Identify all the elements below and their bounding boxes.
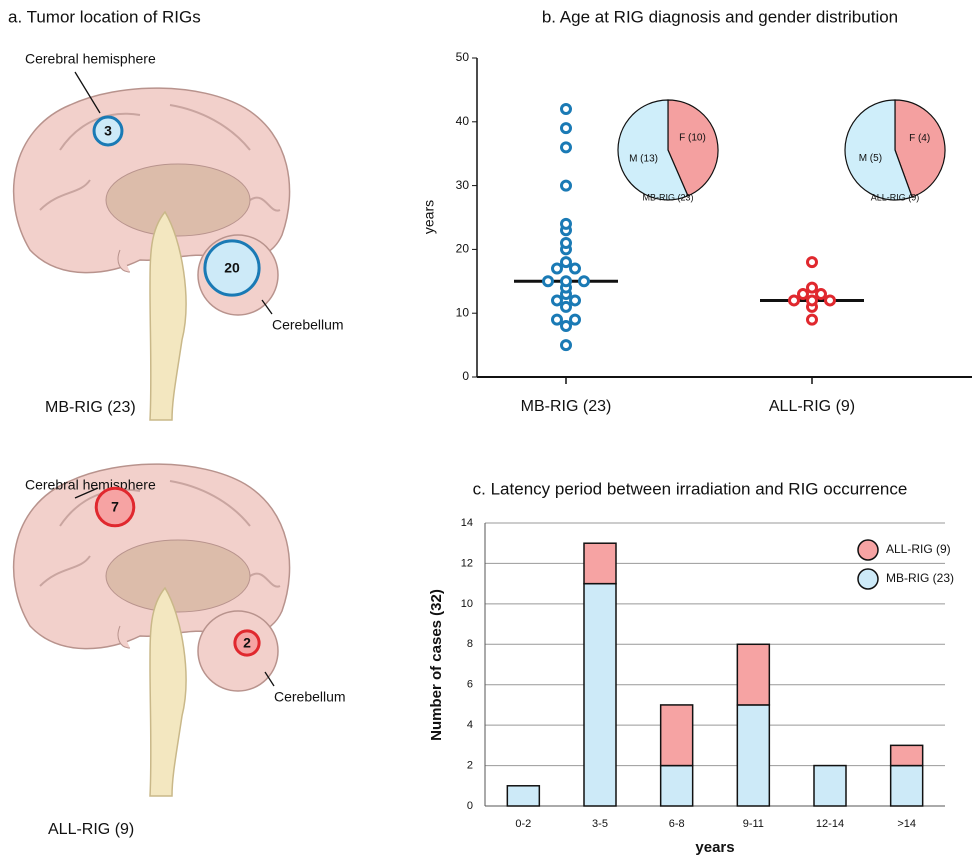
pie-caption: MB-RIG (23) [642,192,693,202]
data-point [562,302,571,311]
data-point [562,277,571,286]
legend-label: MB-RIG (23) [886,571,954,585]
data-point [562,239,571,248]
data-point [562,124,571,133]
slice-label: M (5) [859,153,882,164]
chart-title: b. Age at RIG diagnosis and gender distr… [542,7,898,26]
data-point [553,264,562,273]
slice-label: M (13) [629,154,658,165]
bar-segment [737,705,769,806]
slice-label: F (10) [679,133,706,144]
y-tick-label: 30 [456,178,470,192]
data-point [799,290,808,299]
data-point [562,321,571,330]
bar-segment [584,543,616,583]
data-point [580,277,589,286]
pie-caption: ALL-RIG (9) [871,192,920,202]
y-axis-label: Number of cases (32) [428,589,445,741]
data-point [808,258,817,267]
bar-segment [891,766,923,806]
location-label: Cerebellum [274,689,346,705]
bar-segment [814,766,846,806]
data-point [562,143,571,152]
y-tick-label: 10 [456,305,470,319]
legend-swatch [858,540,878,560]
y-axis-label: years [421,200,437,234]
y-tick-label: 12 [461,557,473,569]
x-tick-label: 3-5 [592,818,608,830]
location-count: 2 [243,635,251,651]
x-tick-label: 0-2 [515,818,531,830]
slice-label: F (4) [909,133,930,144]
legend-swatch [858,569,878,589]
data-point [562,181,571,190]
location-count: 7 [111,499,119,515]
location-label: Cerebellum [272,317,344,333]
data-point [808,283,817,292]
x-tick-label: 6-8 [669,818,685,830]
data-point [571,264,580,273]
bar-segment [661,705,693,766]
y-tick-label: 20 [456,242,470,256]
data-point [553,296,562,305]
data-point [571,315,580,324]
figure: a. Tumor location of RIGs MB-RIG (23) Cer… [0,0,975,860]
bar-segment [737,644,769,705]
x-axis-label: years [695,839,734,856]
y-tick-label: 4 [467,719,473,731]
x-tick-label: 9-11 [743,818,764,830]
data-point [790,296,799,305]
y-tick-label: 40 [456,114,470,128]
location-label: Cerebral hemisphere [25,51,156,67]
location-count: 20 [224,260,240,276]
y-tick-label: 2 [467,759,473,771]
location-count: 3 [104,123,112,139]
y-tick-label: 10 [461,598,473,610]
data-point [808,315,817,324]
data-point [808,296,817,305]
y-tick-label: 0 [462,369,469,383]
data-point [562,105,571,114]
data-point [562,219,571,228]
data-point [562,341,571,350]
bar-segment [661,766,693,806]
data-point [817,290,826,299]
data-point [544,277,553,286]
x-tick-label: MB-RIG (23) [521,398,612,415]
brain-caption: ALL-RIG (9) [48,821,134,838]
x-tick-label: 12-14 [816,818,844,830]
panel-title: a. Tumor location of RIGs [8,7,201,26]
x-tick-label: ALL-RIG (9) [769,398,855,415]
data-point [562,258,571,267]
location-label: Cerebral hemisphere [25,477,156,493]
y-tick-label: 6 [467,679,473,691]
legend-label: ALL-RIG (9) [886,542,951,556]
data-point [553,315,562,324]
x-tick-label: >14 [897,818,916,830]
data-point [826,296,835,305]
bar-segment [507,786,539,806]
chart-title: c. Latency period between irradiation an… [473,479,908,498]
bar-segment [891,745,923,765]
y-tick-label: 14 [461,517,473,529]
bar-segment [584,584,616,806]
brain-caption: MB-RIG (23) [45,399,136,416]
y-tick-label: 8 [467,638,473,650]
y-tick-label: 50 [456,50,470,64]
y-tick-label: 0 [467,800,473,812]
data-point [571,296,580,305]
